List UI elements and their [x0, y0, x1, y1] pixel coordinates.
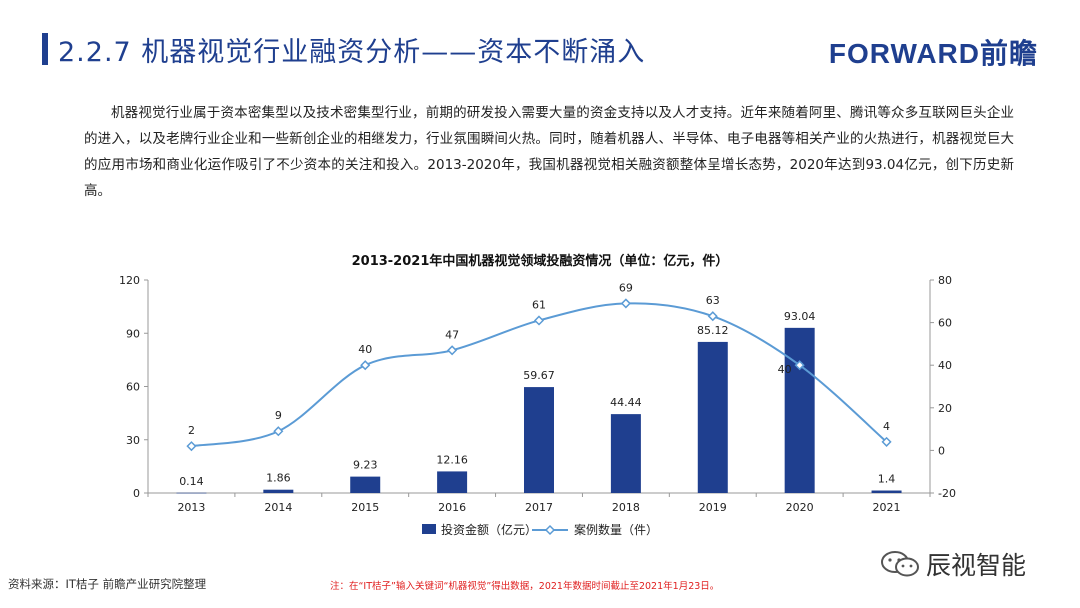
y-left-tick-label: 0: [133, 487, 140, 500]
bar: [610, 414, 641, 493]
x-tick-label: 2014: [264, 501, 292, 514]
intro-paragraph: 机器视觉行业属于资本密集型以及技术密集型行业，前期的研发投入需要大量的资金支持以…: [84, 105, 1014, 199]
line-data-label: 2: [188, 424, 195, 437]
bar-data-label: 0.14: [179, 475, 204, 488]
bar: [697, 341, 728, 493]
wechat-account: 辰视智能: [880, 546, 1026, 582]
legend-bar-swatch: [422, 524, 436, 534]
bar-data-label: 9.23: [353, 459, 378, 472]
legend-line-marker: [544, 524, 556, 536]
bar: [263, 489, 294, 493]
x-tick-label: 2017: [525, 501, 553, 514]
bar-data-label: 1.86: [266, 472, 291, 485]
bar-data-label: 93.04: [784, 310, 816, 323]
y-right-tick-label: 0: [938, 444, 945, 457]
y-left-tick-label: 60: [126, 381, 140, 394]
line-point: [794, 360, 805, 371]
x-tick-label: 2015: [351, 501, 379, 514]
line-point: [186, 441, 197, 452]
y-right-tick-label: -20: [938, 487, 956, 500]
line-data-label: 40: [358, 343, 372, 356]
wechat-icon: [881, 551, 919, 577]
line-point: [360, 360, 371, 371]
legend-bar-label: 投资金额（亿元）: [441, 522, 537, 537]
line-data-label: 47: [445, 328, 459, 341]
x-tick-label: 2019: [699, 501, 727, 514]
line-data-label: 40: [778, 363, 792, 376]
line-point: [707, 311, 718, 322]
line-data-label: 63: [706, 294, 720, 307]
bar: [524, 387, 554, 493]
bar-data-label: 1.4: [878, 473, 896, 486]
wechat-label: 辰视智能: [926, 551, 1027, 580]
line-point: [620, 298, 631, 309]
x-tick-label: 2021: [873, 501, 901, 514]
bar: [350, 476, 381, 493]
data-source: 资料来源：IT桔子 前瞻产业研究院整理: [8, 577, 207, 591]
line-point: [273, 426, 284, 437]
page-title: 2.2.7 机器视觉行业融资分析——资本不断涌入: [58, 37, 646, 68]
y-right-tick-label: 80: [938, 274, 952, 287]
line-data-label: 9: [275, 409, 282, 422]
line-point: [447, 345, 458, 356]
y-right-tick-label: 60: [938, 317, 952, 330]
bar: [784, 327, 815, 493]
line-point: [533, 315, 545, 326]
y-left-tick-label: 120: [119, 274, 140, 287]
x-tick-label: 2016: [438, 501, 466, 514]
chart-title: 2013-2021年中国机器视觉领域投融资情况（单位：亿元，件）: [351, 254, 729, 269]
legend-line-label: 案例数量（件）: [574, 522, 658, 537]
title-accent-bar: [42, 33, 48, 65]
line-point: [881, 436, 892, 447]
line-data-label: 61: [532, 298, 546, 311]
bar: [176, 492, 207, 494]
x-tick-label: 2018: [612, 501, 640, 514]
brand-logo: FORWARD前瞻: [828, 38, 1038, 69]
line-data-label: 4: [883, 420, 890, 433]
x-tick-label: 2013: [177, 501, 205, 514]
bar-data-label: 12.16: [436, 453, 468, 466]
y-right-tick-label: 40: [938, 359, 952, 372]
bar: [871, 490, 902, 493]
y-left-tick-label: 30: [126, 434, 140, 447]
bar-data-label: 85.12: [697, 324, 729, 337]
data-note: 注：在“IT桔子”输入关键词“机器视觉”得出数据，2021年数据时间截止至202…: [330, 581, 720, 592]
x-tick-label: 2020: [786, 501, 814, 514]
bar-data-label: 44.44: [610, 396, 642, 409]
y-right-tick-label: 20: [938, 402, 952, 415]
line-data-label: 69: [619, 281, 633, 294]
bar-data-label: 59.67: [523, 369, 555, 382]
bar: [437, 471, 468, 493]
y-left-tick-label: 90: [126, 327, 140, 340]
